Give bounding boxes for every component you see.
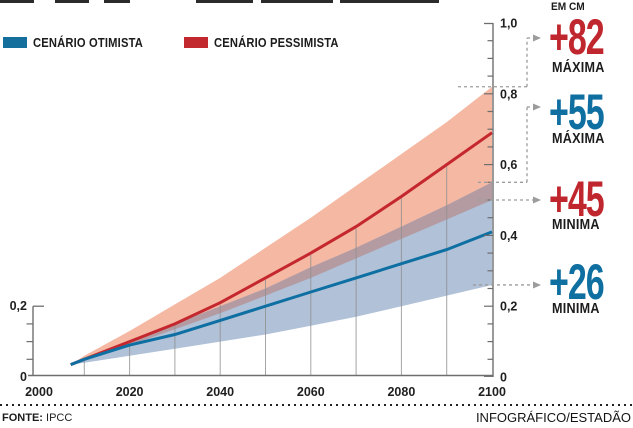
annotation-value-pessimista-min: +45 [549, 171, 605, 227]
tick-label: 0,8 [500, 87, 517, 101]
legend-label-pessimista: CENÁRIO PESSIMISTA [213, 34, 339, 50]
otimista-swatch-icon [3, 36, 27, 48]
source-name: IPCC [46, 412, 73, 424]
annotation-value-otimista-max: +55 [549, 84, 605, 140]
arrow-right-icon [533, 281, 541, 289]
cropped-title-fragment [261, 0, 333, 3]
tick-label: 0 [20, 370, 27, 384]
otimista-line [70, 230, 493, 366]
legend-item-otimista: CENÁRIO OTIMISTA [3, 34, 161, 50]
cropped-title-fragment [104, 0, 130, 3]
tick-label: 2000 [25, 385, 53, 399]
tick-label: 1,0 [500, 17, 517, 31]
cropped-title-fragment [0, 0, 34, 3]
tick-label: 2040 [206, 385, 234, 399]
legend: CENÁRIO OTIMISTA CENÁRIO PESSIMISTA [3, 34, 359, 50]
source-label: FONTE: [2, 412, 43, 424]
otimista-band [70, 182, 492, 365]
tick-label: 2080 [387, 385, 415, 399]
annotation-word-maxima: MÁXIMA [552, 59, 605, 76]
cropped-title-fragment [340, 0, 439, 3]
tick-label: 0,4 [500, 229, 517, 243]
dotted-separator [0, 404, 633, 406]
annotation-value-otimista-min: +26 [549, 254, 605, 310]
annotation-word-minima: MINIMA [552, 216, 600, 233]
annotation-word-minima: MINIMA [552, 300, 600, 317]
tick-label: 2020 [116, 385, 144, 399]
tick-label: 0,2 [10, 299, 27, 313]
pessimista-swatch-icon [183, 36, 208, 48]
tick-label: 2060 [297, 385, 325, 399]
arrow-right-icon [533, 196, 541, 204]
legend-item-pessimista: CENÁRIO PESSIMISTA [183, 34, 359, 50]
tick-label: 0 [500, 371, 507, 385]
credit-line: INFOGRÁFICO/ESTADÃO [475, 410, 631, 425]
source-line: FONTE: IPCC [2, 412, 72, 424]
tick-label: 0,2 [500, 300, 517, 314]
legend-label-otimista: CENÁRIO OTIMISTA [33, 34, 143, 50]
pessimista-line [70, 131, 493, 366]
axis-unit-label: EM CM [551, 1, 585, 13]
arrow-right-icon [533, 103, 541, 111]
cropped-title-fragment [55, 0, 89, 3]
tick-label: 2100 [478, 385, 506, 399]
arrow-right-icon [533, 34, 541, 42]
tick-label: 0,6 [500, 158, 517, 172]
annotation-value-pessimista-max: +82 [549, 9, 605, 65]
annotation-word-maxima: MÁXIMA [552, 130, 605, 147]
cropped-title-fragment [196, 0, 253, 3]
